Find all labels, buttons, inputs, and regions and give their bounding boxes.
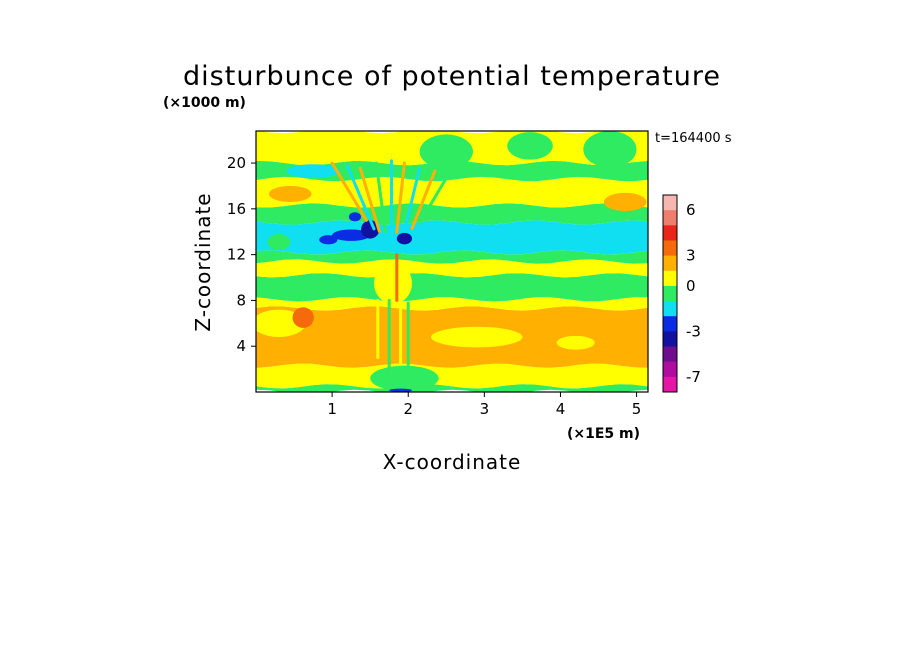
contour-patch: [419, 134, 473, 169]
contour-streak: [410, 169, 437, 230]
colorbar: 6 3 0 -3 -7: [662, 194, 701, 393]
time-label: t=164400 s: [655, 131, 732, 146]
contour-patch: [373, 262, 413, 304]
colorbar-swatch: [663, 270, 677, 287]
colorbar-tick-label: -3: [686, 322, 701, 340]
colorbar-swatch: [663, 285, 677, 302]
colorbar-frame: [662, 194, 678, 393]
contour-patch: [348, 212, 362, 222]
colorbar-tick-label: -7: [686, 368, 701, 386]
contour-streak: [345, 164, 376, 231]
colorbar-swatch: [663, 240, 677, 257]
contour-patch: [507, 132, 553, 160]
contour-patch: [332, 229, 371, 241]
colorbar-swatch: [663, 210, 677, 226]
plot-area: [256, 131, 648, 392]
contour-patch: [292, 307, 314, 328]
contour-patch: [545, 374, 622, 383]
y-tick-label: 4: [236, 337, 246, 355]
contour-band: [256, 384, 648, 392]
y-axis-label: Z-coordinate: [191, 192, 215, 331]
colorbar-swatch: [663, 316, 677, 332]
x-tick-label: 1: [327, 400, 337, 418]
y-axis: 4 8 12 16 20: [227, 154, 256, 355]
y-tick-label: 20: [227, 154, 246, 172]
colorbar-tick-label: 0: [686, 277, 696, 295]
x-tick-label: 3: [480, 400, 490, 418]
y-tick-label: 16: [227, 200, 246, 218]
x-axis-label: X-coordinate: [383, 450, 522, 474]
x-unit-label: (×1E5 m): [567, 426, 640, 442]
x-tick-label: 4: [556, 400, 566, 418]
x-axis: 1 2 3 4 5: [327, 392, 641, 418]
contour-band: [256, 273, 648, 302]
contour-patch: [319, 235, 338, 245]
contour-patch: [268, 185, 312, 202]
colorbar-tick-label: 6: [686, 201, 696, 219]
contour-streak: [395, 161, 406, 234]
contour-patch: [556, 335, 595, 350]
chart-title: disturbunce of potential temperature: [183, 61, 721, 92]
contour-patch: [396, 232, 413, 245]
x-tick-label: 5: [632, 400, 642, 418]
contour-band: [256, 259, 648, 278]
x-tick-label: 2: [403, 400, 413, 418]
colorbar-swatch: [663, 331, 677, 347]
colorbar-swatch: [663, 225, 677, 241]
colorbar-swatch: [663, 301, 677, 317]
contour-band: [256, 160, 648, 182]
contour-patch: [389, 388, 413, 392]
y-tick-label: 8: [236, 291, 246, 309]
contour-patch: [469, 187, 546, 204]
colorbar-swatch: [663, 346, 677, 363]
contour-patch: [603, 192, 647, 212]
contour-patch: [431, 326, 523, 348]
contour-streak: [358, 166, 381, 233]
contour-streak: [330, 161, 368, 222]
contour-streak: [402, 166, 422, 233]
contour-band: [256, 176, 648, 208]
colorbar-swatch: [663, 255, 677, 272]
contour-patch: [267, 234, 291, 251]
colorbar-swatch: [663, 195, 677, 211]
contour-band: [256, 220, 648, 255]
plot-frame: [255, 130, 649, 393]
contour-streak: [418, 170, 452, 225]
contour-patch: [583, 131, 637, 168]
contour-band: [256, 250, 648, 264]
contour-band: [256, 297, 648, 311]
y-unit-label: (×1000 m): [163, 95, 246, 111]
colorbar-swatch: [663, 361, 677, 378]
contour-patch: [361, 220, 380, 239]
colorbar-tick-label: 3: [686, 247, 696, 265]
contour-band: [256, 363, 648, 389]
y-tick-label: 12: [227, 246, 246, 264]
colorbar-swatch: [663, 376, 677, 393]
contour-patch: [286, 164, 340, 178]
contour-streak: [374, 161, 387, 234]
contour-patch: [370, 365, 439, 391]
